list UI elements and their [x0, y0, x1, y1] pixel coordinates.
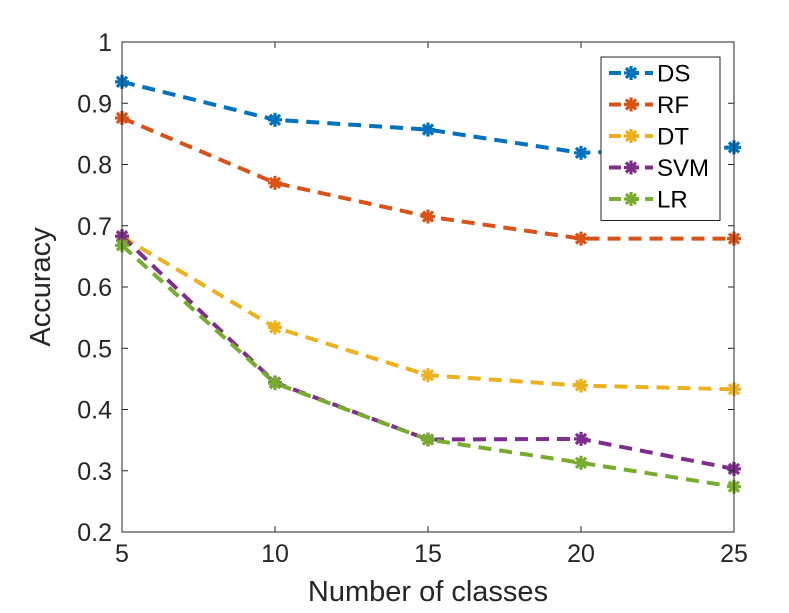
y-tick-label: 0.2 [77, 519, 112, 547]
data-point-stroke [574, 146, 588, 160]
data-point-stroke [574, 379, 588, 392]
y-axis-title: Accuracy [25, 227, 57, 347]
y-tick-label: 0.8 [77, 152, 112, 180]
data-point [268, 320, 282, 335]
data-point [268, 376, 282, 391]
data-point [624, 129, 638, 143]
data-point [421, 432, 435, 447]
x-tick-label: 15 [414, 540, 442, 568]
data-point-stroke [421, 369, 435, 382]
data-point [624, 192, 638, 206]
y-tick-label: 1 [98, 29, 112, 57]
legend-label: DT [657, 124, 689, 151]
legend-box [600, 56, 721, 221]
data-point [574, 431, 588, 446]
y-tick-label: 0.9 [77, 90, 112, 118]
data-point [574, 378, 588, 393]
data-point-stroke [624, 161, 638, 174]
data-point-stroke [624, 98, 638, 111]
data-point-stroke [624, 129, 638, 143]
data-point-stroke [268, 321, 282, 334]
legend-label: DS [657, 61, 690, 88]
y-tick-label: 0.3 [77, 458, 112, 486]
data-point-stroke [421, 433, 435, 446]
data-point [421, 209, 435, 224]
data-point [421, 368, 435, 383]
data-point-stroke [421, 123, 435, 136]
legend-label: SVM [657, 155, 709, 182]
data-point-stroke [624, 66, 638, 80]
y-tick-label: 0.4 [77, 397, 112, 425]
x-axis-title: Number of classes [308, 576, 548, 608]
data-point [574, 455, 588, 470]
data-point-stroke [574, 456, 588, 469]
series-line-svm [120, 234, 735, 471]
y-tick-label: 0.6 [77, 274, 112, 302]
data-point-stroke [268, 376, 282, 390]
data-point-stroke [574, 432, 588, 446]
data-point-stroke [268, 113, 282, 126]
y-tick-label: 0.7 [77, 213, 112, 241]
x-tick-label: 20 [567, 540, 595, 568]
data-point [421, 122, 435, 137]
legend-label: RF [657, 92, 689, 119]
x-tick-label: 25 [720, 540, 748, 568]
data-point-stroke [574, 232, 588, 245]
data-point [268, 112, 282, 127]
data-point [574, 145, 588, 160]
legend: DS RF DT SVM LR [600, 56, 721, 221]
data-point-stroke [624, 192, 638, 206]
legend-label: LR [657, 187, 688, 214]
axes: 5 10 15 20 25 0.2 0.3 0.4 0.5 0.6 0.7 0.8 0.9 1 [77, 29, 748, 568]
data-point-stroke [268, 176, 282, 190]
data-point [574, 231, 588, 246]
data-point [624, 66, 638, 80]
series-line-dt [120, 235, 735, 392]
data-point [624, 160, 638, 175]
y-tick-label: 0.5 [77, 335, 112, 363]
data-point-stroke [421, 210, 435, 223]
x-tick-label: 5 [115, 540, 129, 568]
data-point [624, 97, 638, 112]
x-tick-label: 10 [261, 540, 289, 568]
data-point [268, 175, 282, 190]
